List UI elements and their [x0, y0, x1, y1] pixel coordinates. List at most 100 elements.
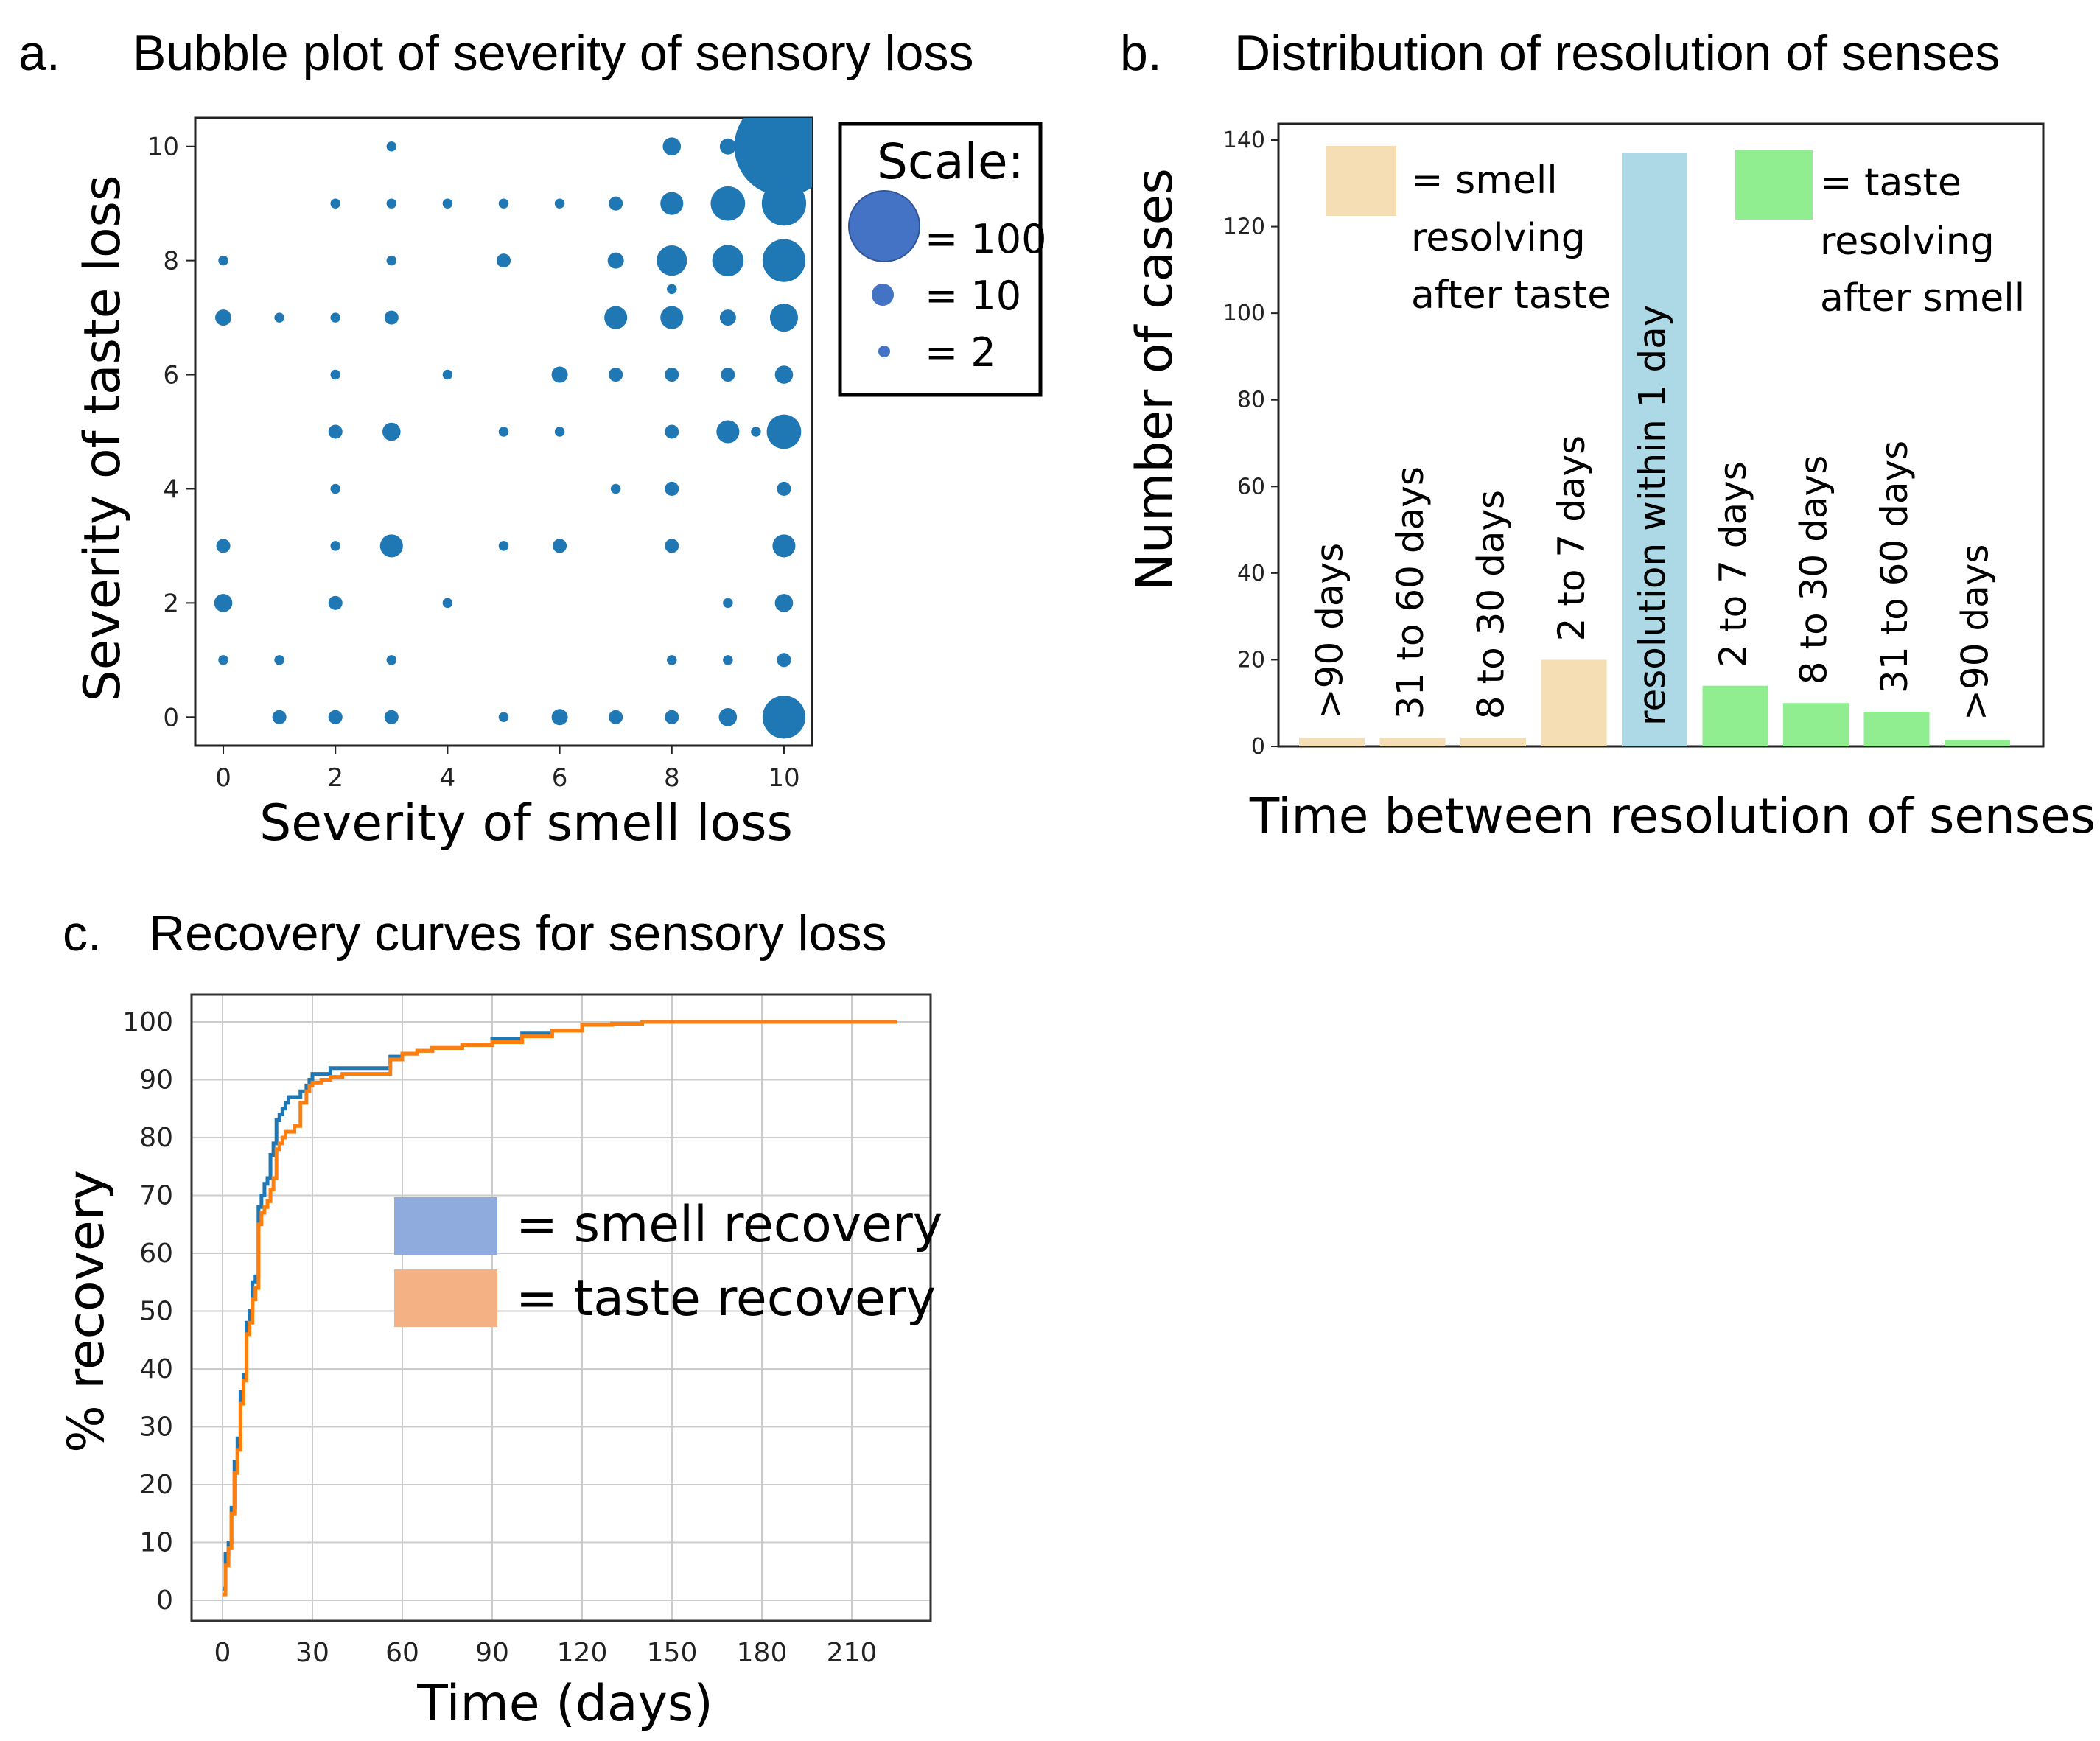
- bubble: [384, 710, 399, 724]
- c-ytick-label: 100: [122, 1007, 173, 1037]
- a-xtick-label: 0: [215, 763, 231, 793]
- a-xtick-label: 2: [327, 763, 343, 793]
- bar: [1863, 711, 1930, 746]
- taste-after-smell-line1: = taste: [1820, 161, 1961, 205]
- bubble: [777, 653, 791, 668]
- bar: [1460, 738, 1526, 746]
- c-xtick-label: 180: [737, 1638, 788, 1668]
- bubble: [498, 541, 509, 551]
- bubble: [384, 310, 399, 325]
- bubble: [716, 420, 740, 444]
- smell-after-taste-line1: = smell: [1411, 158, 1558, 203]
- b-ytick-label: 120: [1223, 214, 1265, 240]
- a-xtick-label: 4: [440, 763, 456, 793]
- bubble: [330, 483, 340, 494]
- bubble: [330, 541, 340, 551]
- bubble: [330, 198, 340, 209]
- panel-c-title: Recovery curves for sensory loss: [149, 905, 886, 961]
- bar-label: >90 days: [1309, 543, 1351, 719]
- bar-label: 31 to 60 days: [1873, 441, 1916, 693]
- c-ytick-label: 10: [139, 1528, 173, 1558]
- scale-label-2: = 2: [925, 329, 996, 376]
- a-ytick-label: 6: [163, 361, 179, 390]
- panel-a-bubbles: [214, 118, 812, 739]
- bar-label: 2 to 7 days: [1712, 461, 1754, 668]
- c-xtick-label: 60: [385, 1638, 419, 1668]
- bubble: [272, 710, 287, 724]
- panel-c: c. Recovery curves for sensory loss 0 30 6…: [57, 905, 942, 1733]
- bubble: [721, 368, 735, 382]
- bubble: [660, 306, 684, 329]
- bubble: [665, 368, 679, 382]
- bubble: [442, 198, 453, 209]
- bar: [1541, 659, 1607, 746]
- panel-a: a. Bubble plot of severity of sensory lo…: [18, 25, 1046, 852]
- bubble: [215, 309, 232, 326]
- c-background: [192, 995, 931, 1621]
- bubble: [551, 366, 568, 383]
- panel-a-title: Bubble plot of severity of sensory loss: [133, 25, 973, 81]
- c-xtick-label: 210: [827, 1638, 878, 1668]
- panel-b-ylabel: Number of cases: [1126, 168, 1184, 591]
- a-xtick-label: 8: [664, 763, 680, 793]
- panel-a-ticks: 0 2 4 6 8 10 0 2 4 6 8 10: [147, 133, 800, 793]
- bar: [1783, 703, 1849, 746]
- bubble: [762, 696, 806, 739]
- bubble: [665, 539, 679, 553]
- panel-c-label: c.: [63, 905, 102, 961]
- bubble: [442, 369, 453, 380]
- bar-label: 2 to 7 days: [1550, 435, 1593, 642]
- smell-after-taste-swatch: [1326, 146, 1396, 216]
- bubble: [379, 534, 403, 558]
- panel-b-xlabel: Time between resolution of senses: [1249, 788, 2096, 844]
- c-ytick-label: 60: [139, 1239, 173, 1269]
- c-ytick-label: 80: [139, 1123, 173, 1153]
- bar-label: 8 to 30 days: [1470, 490, 1513, 719]
- bubble: [734, 118, 812, 197]
- bubble: [719, 309, 736, 326]
- bubble: [751, 427, 761, 437]
- bar-label: 31 to 60 days: [1389, 466, 1432, 719]
- bubble: [330, 369, 340, 380]
- bubble: [218, 255, 228, 266]
- c-ytick-label: 20: [139, 1470, 173, 1500]
- bubble: [657, 245, 687, 276]
- bubble: [762, 239, 806, 282]
- bubble: [274, 655, 284, 665]
- b-ytick-label: 0: [1251, 734, 1265, 760]
- bubble: [665, 710, 679, 724]
- bubble: [328, 710, 343, 724]
- smell-after-taste-line3: after taste: [1411, 273, 1611, 318]
- c-ytick-label: 30: [139, 1412, 173, 1443]
- a-ytick-label: 4: [163, 474, 179, 504]
- c-xtick-label: 30: [295, 1638, 329, 1668]
- bubble: [774, 594, 794, 612]
- bubble: [665, 424, 679, 439]
- taste-after-smell-line2: resolving: [1820, 220, 1995, 264]
- c-xtick-label: 150: [647, 1638, 698, 1668]
- smell-after-taste-line2: resolving: [1411, 216, 1586, 260]
- bubble: [382, 422, 401, 441]
- bubble: [712, 245, 744, 276]
- bubble: [553, 539, 567, 553]
- bar-label: resolution within 1 day: [1631, 305, 1674, 726]
- b-ytick-label: 80: [1237, 388, 1265, 413]
- bubble: [723, 598, 733, 609]
- a-xtick-label: 6: [552, 763, 568, 793]
- scale-bubble-2: [878, 346, 890, 357]
- bubble: [723, 655, 733, 665]
- bubble: [710, 186, 746, 221]
- recovery-line-taste: [223, 1020, 897, 1597]
- legend-taste-after-smell: = taste resolving after smell: [1735, 150, 2025, 320]
- bubble: [718, 707, 738, 726]
- panel-a-frame: [194, 116, 813, 747]
- bubble: [498, 712, 509, 723]
- bar: [1379, 738, 1446, 746]
- taste-after-smell-line3: after smell: [1820, 276, 2025, 320]
- scale-label-10: = 10: [925, 273, 1021, 319]
- bar-label: 8 to 30 days: [1793, 455, 1835, 684]
- bubble: [777, 481, 791, 496]
- scale-bubble-10: [872, 284, 894, 306]
- panel-b-ticks: 0 20 40 60 80 100 120 140: [1223, 127, 1278, 760]
- bubble: [554, 198, 565, 209]
